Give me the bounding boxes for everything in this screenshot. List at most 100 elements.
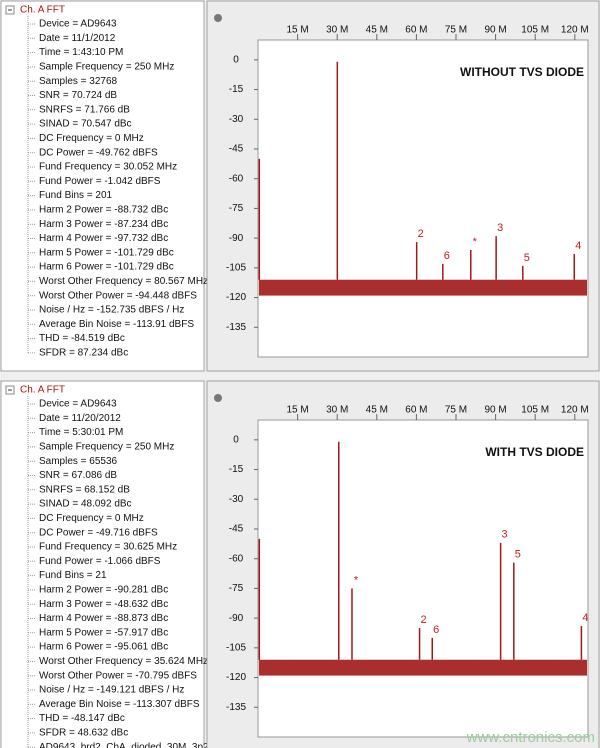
x-tick-label: 60 M (405, 405, 427, 416)
noise-floor (259, 659, 587, 676)
tree-item: SNR = 70.724 dB (39, 90, 117, 101)
x-tick-label: 45 M (366, 25, 388, 36)
x-tick-label: 30 M (326, 25, 348, 36)
tree-item: Harm 5 Power = -101.729 dBc (39, 247, 174, 258)
chart-annotation: WITH TVS DIODE (485, 445, 584, 459)
peak-label: 6 (444, 250, 450, 262)
tree-item: DC Frequency = 0 MHz (39, 133, 144, 144)
tree-item: SFDR = 87.234 dBc (39, 348, 128, 359)
y-tick-label: -15 (229, 464, 244, 475)
tree-item: Harm 6 Power = -95.061 dBc (39, 642, 168, 653)
tree-item: SINAD = 48.092 dBc (39, 499, 132, 510)
y-tick-label: -135 (226, 702, 246, 713)
tree-item: Samples = 32768 (39, 76, 118, 87)
peak-label: 4 (582, 612, 588, 624)
y-tick-label: 0 (233, 434, 239, 445)
y-tick-label: -90 (229, 233, 244, 244)
tree-item: Fund Frequency = 30.625 MHz (39, 542, 177, 553)
chart-annotation: WITHOUT TVS DIODE (460, 65, 584, 79)
x-tick-label: 15 M (286, 25, 308, 36)
tree-item: Worst Other Frequency = 80.567 MHz (39, 276, 208, 287)
y-tick-label: -135 (226, 322, 246, 333)
tree-item: DC Frequency = 0 MHz (39, 513, 144, 524)
tree-item: Harm 2 Power = -90.281 dBc (39, 585, 168, 596)
tree-item: Noise / Hz = -152.735 dBFS / Hz (39, 305, 184, 316)
tree-item: SFDR = 48.632 dBc (39, 728, 128, 739)
y-tick-label: -30 (229, 494, 244, 505)
y-tick-label: -105 (226, 262, 246, 273)
tree-panel (0, 0, 205, 372)
y-tick-label: -120 (226, 672, 246, 683)
tree-item: Harm 6 Power = -101.729 dBc (39, 262, 174, 273)
x-tick-label: 15 M (286, 405, 308, 416)
tree-item: Date = 11/20/2012 (39, 413, 121, 424)
tree-item: SNRFS = 71.766 dB (39, 104, 130, 115)
y-tick-label: -45 (229, 524, 244, 535)
x-tick-label: 30 M (326, 405, 348, 416)
watermark: www.cntronics.com (466, 729, 595, 746)
chart-icon (214, 14, 222, 22)
y-tick-label: -60 (229, 173, 244, 184)
tree-item: Noise / Hz = -149.121 dBFS / Hz (39, 685, 184, 696)
y-tick-label: -120 (226, 292, 246, 303)
peak-label: 2 (421, 614, 427, 626)
tree-item: Harm 5 Power = -57.917 dBc (39, 627, 168, 638)
tree-item: Worst Other Frequency = 35.624 MHz (39, 656, 208, 667)
y-tick-label: -75 (229, 203, 244, 214)
tree-item: Samples = 65536 (39, 456, 118, 467)
peak-label: 5 (524, 252, 530, 264)
tree-item: Harm 4 Power = -97.732 dBc (39, 233, 168, 244)
y-tick-label: -105 (226, 642, 246, 653)
peak-label: * (473, 236, 478, 248)
x-tick-label: 75 M (445, 405, 467, 416)
peak-label: 3 (497, 222, 503, 234)
tree-item: THD = -48.147 dBc (39, 713, 125, 724)
y-tick-label: -15 (229, 84, 244, 95)
tree-item: THD = -84.519 dBc (39, 333, 125, 344)
tree-item: SNRFS = 68.152 dB (39, 484, 130, 495)
tree-item: Worst Other Power = -94.448 dBFS (39, 290, 197, 301)
peak-label: * (354, 574, 359, 586)
tree-item: Date = 11/1/2012 (39, 33, 116, 44)
tree-item: SINAD = 70.547 dBc (39, 119, 132, 130)
y-tick-label: -75 (229, 583, 244, 594)
tree-item: Average Bin Noise = -113.307 dBFS (39, 699, 200, 710)
tree-item: DC Power = -49.716 dBFS (39, 527, 158, 538)
x-tick-label: 45 M (366, 405, 388, 416)
tree-item: Device = AD9643 (39, 19, 117, 30)
y-tick-label: -90 (229, 613, 244, 624)
peak-label: 6 (433, 624, 439, 636)
x-tick-label: 90 M (484, 25, 506, 36)
tree-item: SNR = 67.086 dB (39, 470, 117, 481)
x-tick-label: 105 M (521, 25, 549, 36)
peak-label: 2 (418, 228, 424, 240)
tree-title: Ch. A FFT (20, 385, 65, 396)
y-tick-label: -60 (229, 553, 244, 564)
plot-area (257, 39, 589, 358)
x-tick-label: 60 M (405, 25, 427, 36)
y-tick-label: -45 (229, 144, 244, 155)
tree-panel (0, 380, 205, 748)
tree-item: Device = AD9643 (39, 399, 117, 410)
plot-area (257, 419, 589, 738)
peak-label: 3 (502, 529, 508, 541)
tree-title: Ch. A FFT (20, 5, 65, 16)
tree-item: Fund Bins = 201 (39, 190, 113, 201)
tree-item: Harm 4 Power = -88.873 dBc (39, 613, 168, 624)
tree-item: Harm 3 Power = -48.632 dBc (39, 599, 168, 610)
tree-item: Sample Frequency = 250 MHz (39, 62, 174, 73)
y-tick-label: -30 (229, 114, 244, 125)
tree-item: Time = 5:30:01 PM (39, 427, 123, 438)
x-tick-label: 120 M (561, 405, 589, 416)
tree-item: Harm 3 Power = -87.234 dBc (39, 219, 168, 230)
x-tick-label: 105 M (521, 405, 549, 416)
tree-item: Fund Power = -1.066 dBFS (39, 556, 161, 567)
noise-floor (259, 279, 587, 296)
tree-item: DC Power = -49.762 dBFS (39, 147, 158, 158)
peak-label: 5 (515, 549, 521, 561)
x-tick-label: 120 M (561, 25, 589, 36)
x-tick-label: 75 M (445, 25, 467, 36)
tree-item: Time = 1:43:10 PM (39, 47, 123, 58)
